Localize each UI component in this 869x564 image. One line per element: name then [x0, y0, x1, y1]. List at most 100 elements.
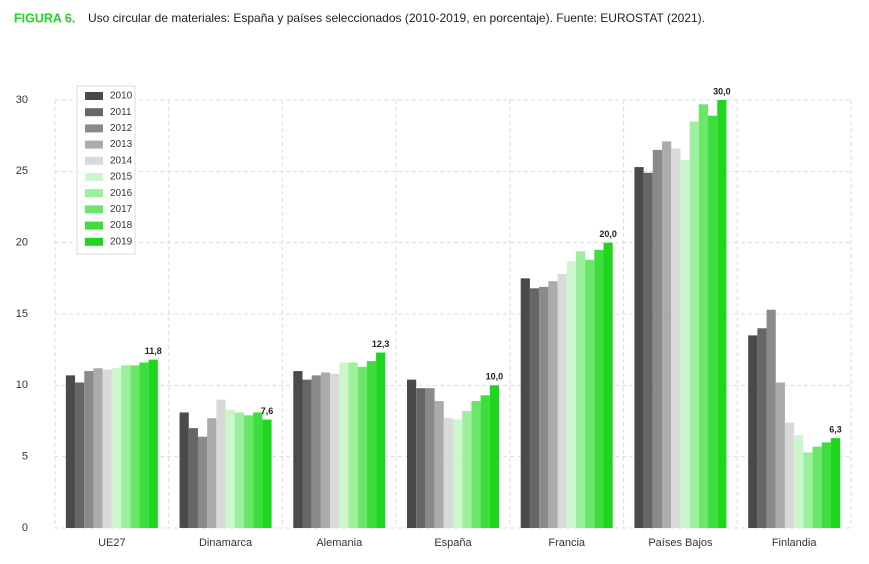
- data-label: 10,0: [486, 372, 504, 382]
- bar: [293, 371, 303, 528]
- y-tick-label: 25: [16, 165, 28, 177]
- bar: [548, 281, 558, 528]
- bar: [434, 401, 444, 528]
- bar: [179, 412, 189, 528]
- bar: [634, 167, 644, 528]
- y-tick-label: 5: [22, 451, 28, 463]
- bar: [234, 412, 244, 528]
- bar: [643, 172, 653, 528]
- legend-label: 2010: [110, 91, 133, 102]
- bar: [148, 359, 158, 528]
- bar: [652, 149, 663, 528]
- bar: [121, 365, 131, 528]
- bar: [416, 388, 426, 528]
- y-tick-label: 30: [16, 94, 28, 106]
- bar: [302, 379, 312, 528]
- legend-swatch: [85, 108, 103, 117]
- bar: [698, 104, 709, 528]
- y-tick-label: 15: [16, 308, 28, 320]
- data-label: 6,3: [829, 424, 842, 434]
- bar: [748, 335, 758, 528]
- bar: [603, 242, 613, 528]
- x-tick-label: España: [434, 537, 472, 549]
- bar: [225, 409, 235, 528]
- y-tick-label: 10: [16, 379, 28, 391]
- legend-label: 2018: [110, 220, 133, 231]
- bar: [575, 251, 586, 528]
- bar: [407, 379, 417, 528]
- bar: [216, 399, 226, 528]
- y-tick-label: 0: [22, 522, 28, 534]
- bar: [425, 388, 435, 528]
- legend-label: 2017: [110, 204, 133, 215]
- bar: [262, 419, 272, 528]
- bar: [680, 159, 690, 529]
- bar: [130, 365, 140, 528]
- legend-swatch: [85, 92, 103, 100]
- legend-swatch: [85, 124, 103, 133]
- bar: [75, 382, 85, 528]
- bar: [84, 371, 94, 528]
- bar: [557, 274, 567, 528]
- bar: [594, 249, 604, 529]
- bar: [708, 115, 718, 529]
- bar: [766, 309, 776, 528]
- bar: [348, 362, 358, 528]
- x-tick-label: Finlandia: [772, 537, 818, 549]
- bar: [443, 418, 453, 528]
- bar: [197, 436, 208, 528]
- legend-label: 2014: [110, 155, 133, 166]
- data-label: 12,3: [372, 339, 390, 349]
- bar: [689, 121, 699, 529]
- bar: [480, 395, 490, 528]
- bar: [784, 422, 795, 528]
- data-label: 7,6: [261, 406, 274, 416]
- x-tick-label: Países Bajos: [648, 537, 713, 549]
- bar: [111, 368, 122, 528]
- bar: [812, 446, 822, 528]
- legend-label: 2011: [110, 107, 132, 118]
- x-tick-label: Alemania: [316, 537, 363, 549]
- bar: [330, 373, 340, 528]
- y-tick-label: 20: [16, 237, 28, 249]
- data-label: 20,0: [599, 229, 617, 239]
- title-label: FIGURA 6.: [14, 11, 75, 25]
- bar: [188, 428, 198, 528]
- bar: [520, 278, 530, 528]
- bar: [803, 452, 813, 528]
- bar: [566, 261, 576, 528]
- bar: [794, 435, 804, 528]
- legend-label: 2015: [110, 172, 133, 183]
- legend-label: 2013: [110, 139, 133, 150]
- bar: [830, 438, 841, 528]
- x-tick-label: Dinamarca: [199, 537, 253, 549]
- bar: [821, 442, 831, 528]
- bar: [757, 328, 767, 528]
- bar: [102, 369, 112, 528]
- x-tick-label: UE27: [98, 537, 126, 549]
- legend-label: 2019: [110, 236, 133, 247]
- bar: [529, 288, 540, 528]
- bar: [585, 259, 595, 528]
- bar: [139, 362, 149, 528]
- legend-swatch: [85, 189, 103, 198]
- bar: [243, 415, 254, 528]
- legend-swatch: [85, 140, 103, 149]
- bar: [93, 368, 103, 528]
- bar: [775, 382, 785, 528]
- legend-swatch: [85, 156, 103, 165]
- legend-label: 2012: [110, 123, 133, 134]
- legend-swatch: [85, 237, 103, 246]
- bar: [462, 411, 472, 528]
- bar: [339, 362, 349, 528]
- bar: [453, 419, 463, 528]
- bar: [717, 100, 727, 528]
- bar: [320, 372, 331, 528]
- chart-title: Uso circular de materiales: España y paí…: [88, 11, 705, 25]
- bar: [539, 286, 549, 528]
- legend-swatch: [85, 221, 103, 230]
- bar: [311, 375, 321, 528]
- bar: [207, 418, 217, 528]
- bar: [366, 361, 377, 528]
